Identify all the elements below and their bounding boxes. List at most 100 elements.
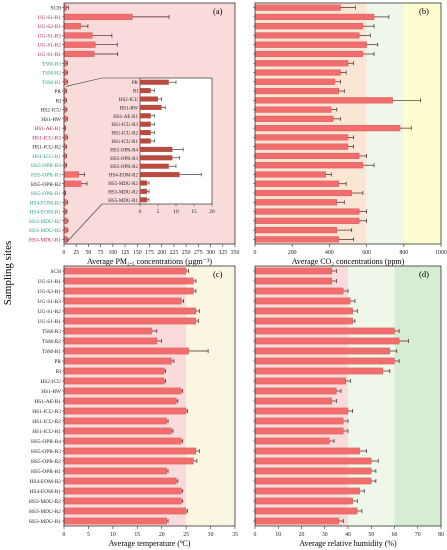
x-axis-title: Average relative humidity (%) — [299, 539, 397, 548]
x-tick-label: 20 — [299, 532, 305, 538]
y-tick-label: HS5-OPR-R3 — [31, 449, 61, 455]
y-tick-label: HS3-MDU-R2 — [29, 228, 61, 234]
bar — [63, 287, 194, 295]
bar — [63, 337, 158, 345]
bar — [254, 23, 364, 30]
y-tick-label: HS5-OPR-R2 — [31, 459, 61, 465]
y-tick-label: HS3-MDU-R1 — [29, 519, 61, 525]
y-tick-label: SCH — [51, 6, 62, 12]
bar — [254, 517, 339, 525]
y-tick-label: HS3-MDU-R2 — [29, 499, 61, 505]
bar — [63, 23, 81, 30]
y-tick-label: TSM-R1 — [42, 80, 61, 86]
bar — [63, 517, 167, 525]
x-tick-label: 25 — [73, 250, 79, 256]
inset-chart: PR RI HS2-ICU HS1-RW HS1-AE-R1 HS1-ICU-R3 HS1-… — [65, 77, 215, 244]
y-tick-label: TSM-R1 — [42, 349, 61, 355]
inset-bar — [140, 113, 151, 119]
y-tick-label: HS1-ICU-R3 — [32, 409, 61, 415]
bar — [254, 417, 344, 425]
inset-y-tick-label: HS5-MDU-R1 — [108, 199, 138, 204]
background-zone-1 — [64, 266, 187, 526]
x-tick-label: 175 — [145, 250, 154, 256]
x-tick-label: 150 — [133, 250, 142, 256]
bar — [254, 267, 332, 275]
inset-bar — [140, 138, 151, 144]
x-tick-label: 125 — [121, 250, 130, 256]
bar — [254, 437, 330, 445]
x-tick-label: 75 — [98, 250, 104, 256]
bar — [63, 377, 165, 385]
inset-bar — [140, 104, 162, 110]
background-zone-1 — [255, 3, 367, 244]
bar — [254, 106, 332, 113]
x-tick-label: 10 — [275, 532, 281, 538]
y-tick-label: HS5-OPR-R4 — [31, 163, 61, 169]
inset-bar — [140, 180, 148, 186]
inset-bar — [140, 96, 158, 102]
bar — [63, 507, 187, 515]
x-tick-label: 350 — [231, 250, 240, 256]
bar — [254, 97, 393, 104]
inset-y-tick-label: HS4-EOM-R2 — [109, 174, 139, 179]
y-tick-label: HS1-ICU-R2 — [32, 419, 61, 425]
bar — [63, 227, 68, 234]
y-tick-label: SCH — [51, 269, 62, 275]
x-tick-label: 0 — [254, 250, 257, 256]
bar — [254, 134, 349, 141]
inset-x-tick-label: 5 — [157, 209, 160, 215]
bar — [63, 447, 197, 455]
background-zone-2 — [186, 266, 235, 526]
x-tick-label: 200 — [157, 250, 166, 256]
bar — [254, 447, 360, 455]
y-tick-label: HS1-AE-R1 — [34, 399, 61, 405]
x-axis-title: Average CO₂ concentrations (ppm) — [292, 257, 405, 266]
bar — [254, 180, 339, 187]
bar — [63, 50, 95, 58]
y-tick-label: UG-S1-R1 — [38, 15, 62, 21]
bar — [254, 347, 391, 355]
y-tick-label: PR — [54, 89, 61, 95]
background-zone-3 — [403, 3, 441, 244]
bar — [254, 287, 344, 295]
y-tick-label: HS1-RW — [41, 117, 62, 123]
x-tick-label: 200 — [288, 250, 297, 256]
bar — [254, 32, 360, 39]
bar — [254, 208, 360, 215]
bar — [254, 227, 338, 234]
bar — [63, 427, 172, 435]
background-zone-2 — [348, 266, 395, 526]
y-tick-label: HS3-MDU-R2 — [29, 219, 61, 225]
x-tick-label: 0 — [63, 250, 66, 256]
x-tick-label: 0 — [63, 532, 66, 538]
inset-bar — [140, 155, 173, 161]
inset-bar — [140, 146, 173, 152]
inset-y-tick-label: HS5-OPR-R2 — [110, 165, 138, 170]
bar — [63, 307, 197, 315]
bar — [254, 41, 367, 48]
x-tick-label: 30 — [322, 532, 328, 538]
bar — [254, 477, 372, 485]
bar — [63, 407, 187, 415]
x-tick-label: 5 — [87, 532, 90, 538]
y-tick-label: HS1-ICU-R3 — [32, 135, 61, 141]
x-axis-title: Average PM₂.₅ concentrations (µgm⁻³) — [87, 257, 212, 266]
x-tick-label: 80 — [438, 532, 444, 538]
y-tick-label: UG-S1-R1 — [38, 52, 62, 58]
bar — [63, 13, 133, 20]
y-tick-label: HS2-ICU — [40, 379, 61, 385]
x-tick-label: 25 — [183, 532, 189, 538]
bar — [254, 377, 346, 385]
y-tick-label: HS5-OPR-R1 — [31, 469, 61, 475]
panel-label: (c) — [213, 269, 223, 279]
x-tick-label: 600 — [362, 250, 371, 256]
y-tick-label: UG-S1-R1 — [38, 279, 62, 285]
inset-y-tick-label: HS1-RW — [120, 106, 139, 111]
x-tick-label: 15 — [134, 532, 140, 538]
bar — [254, 497, 353, 505]
y-tick-label: HS5-OPR-R3 — [31, 172, 61, 178]
bar — [63, 41, 96, 48]
x-tick-label: 70 — [415, 532, 421, 538]
bar — [254, 125, 401, 132]
y-tick-label: HS1-ICU-R2 — [32, 145, 61, 151]
